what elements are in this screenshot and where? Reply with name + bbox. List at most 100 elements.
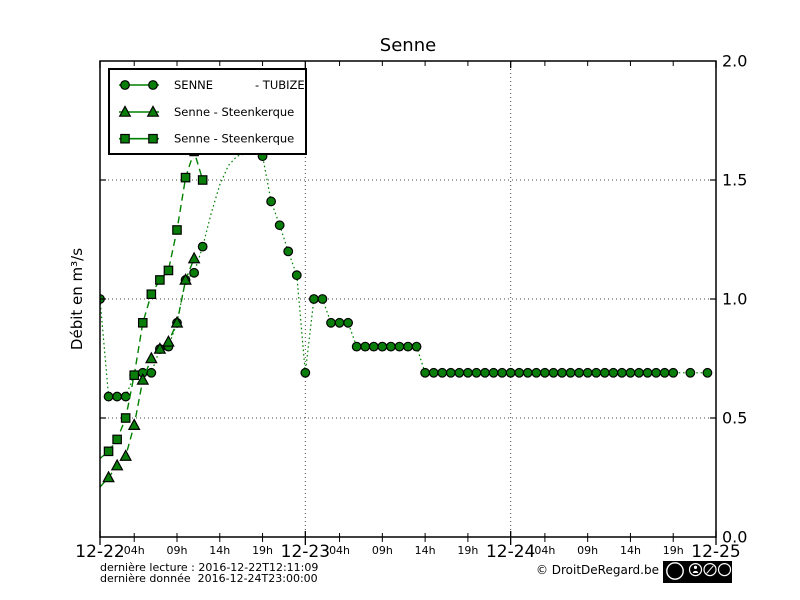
data-point-triangle xyxy=(146,105,160,117)
data-point-circle xyxy=(394,341,405,352)
data-point-circle xyxy=(403,341,413,352)
data-point-circle xyxy=(497,367,508,378)
data-point-circle xyxy=(565,367,576,378)
data-point-circle xyxy=(488,367,499,378)
data-point-circle xyxy=(266,196,277,207)
x-hour-label: 19h xyxy=(457,544,478,557)
data-point-circle xyxy=(591,367,602,378)
y-tick-label: 1.0 xyxy=(722,290,747,309)
data-point-circle xyxy=(574,367,585,378)
cc-term-label: SA xyxy=(721,578,729,584)
data-point-circle xyxy=(103,391,114,402)
data-point-circle xyxy=(317,294,328,304)
svg-text:cc: cc xyxy=(669,566,680,577)
data-point-triangle xyxy=(110,458,124,471)
data-point-circle xyxy=(462,367,473,378)
data-point-triangle xyxy=(162,334,175,347)
data-point-circle xyxy=(146,367,157,378)
x-hour-label: 14h xyxy=(209,544,230,557)
data-point-triangle xyxy=(153,342,167,354)
data-point-triangle xyxy=(127,418,141,430)
data-point-square xyxy=(129,370,140,380)
legend-entry: SENNE - TUBIZE xyxy=(119,78,305,92)
y-tick-label: 1.5 xyxy=(722,171,747,190)
data-point-circle xyxy=(480,367,490,378)
data-point-circle xyxy=(411,341,422,352)
data-point-circle xyxy=(351,341,362,352)
data-point-square xyxy=(137,318,148,328)
data-point-triangle xyxy=(119,449,132,461)
data-point-circle xyxy=(668,367,679,378)
x-hour-label: 09h xyxy=(167,544,188,557)
y-tick-label: 0.5 xyxy=(722,409,747,428)
data-point-circle xyxy=(445,367,456,378)
gridlines xyxy=(100,61,716,537)
data-point-triangle xyxy=(118,105,132,117)
x-hour-label: 04h xyxy=(124,544,145,557)
data-point-circle xyxy=(283,246,294,257)
axes-frame-and-ticks xyxy=(99,60,717,545)
data-point-triangle xyxy=(145,351,158,364)
data-point-circle xyxy=(471,367,482,378)
legend-entry: Senne - Steenkerque xyxy=(119,132,294,146)
data-point-square xyxy=(112,434,122,445)
series-triangle xyxy=(100,251,201,488)
x-hour-label: 09h xyxy=(372,544,393,557)
data-point-square xyxy=(146,289,157,300)
cc-license-terms: BY NC SA xyxy=(692,578,728,584)
data-point-circle xyxy=(189,267,200,278)
data-series xyxy=(100,146,713,488)
legend-label: SENNE xyxy=(174,78,213,92)
page-title: Senne xyxy=(380,35,436,56)
data-point-circle xyxy=(599,367,610,378)
data-point-circle xyxy=(274,220,285,231)
x-hour-label: 04h xyxy=(329,544,350,557)
data-point-circle xyxy=(514,367,525,378)
data-point-circle xyxy=(642,367,653,378)
cc-logo-icon: cc xyxy=(666,562,684,580)
data-point-circle xyxy=(651,367,662,378)
data-point-circle xyxy=(531,367,542,378)
data-point-square xyxy=(120,133,130,144)
data-point-circle xyxy=(625,367,636,378)
data-point-square xyxy=(155,275,165,285)
legend-label: Senne - Steenkerque xyxy=(174,105,294,119)
data-point-circle xyxy=(360,341,371,352)
data-point-circle xyxy=(634,367,644,378)
data-point-circle xyxy=(548,367,559,378)
cc-license-badge: cc $ ↻ BY NC SA xyxy=(663,561,732,584)
copyright-text: © DroitDeRegard.be xyxy=(536,563,659,577)
x-day-label: 12-23 xyxy=(281,542,330,562)
data-point-circle xyxy=(539,367,550,378)
data-point-triangle xyxy=(102,470,115,483)
x-hour-label: 19h xyxy=(252,544,273,557)
data-point-triangle xyxy=(170,315,184,328)
x-hour-label: 04h xyxy=(534,544,555,557)
y-tick-label: 2.0 xyxy=(722,52,747,71)
x-day-label: 12-25 xyxy=(691,542,740,562)
data-point-circle xyxy=(616,367,627,378)
data-point-square xyxy=(197,175,208,185)
x-hour-label: 14h xyxy=(620,544,641,557)
legend-box: SENNE - TUBIZE Senne - Steenkerque Senne - … xyxy=(108,68,307,155)
sa-sharealike-icon: ↻ xyxy=(717,563,732,577)
legend-label: Senne - Steenkerque xyxy=(174,132,294,146)
data-point-square xyxy=(148,133,158,144)
data-point-circle xyxy=(291,270,302,281)
data-point-circle xyxy=(368,341,379,352)
data-point-circle xyxy=(326,317,336,328)
data-point-circle xyxy=(685,367,696,378)
x-hour-label: 14h xyxy=(415,544,436,557)
data-point-circle xyxy=(308,294,319,304)
data-point-circle xyxy=(428,367,439,378)
data-point-triangle xyxy=(136,373,150,385)
data-point-circle xyxy=(420,367,431,378)
legend-label-station: - TUBIZE xyxy=(255,78,305,92)
data-point-square xyxy=(103,446,114,457)
data-point-circle xyxy=(300,367,311,378)
data-point-circle xyxy=(582,367,593,378)
data-point-circle xyxy=(197,241,208,252)
cc-term-label: NC xyxy=(706,578,714,584)
data-point-circle xyxy=(557,367,567,378)
series-line-dashed xyxy=(100,149,204,460)
